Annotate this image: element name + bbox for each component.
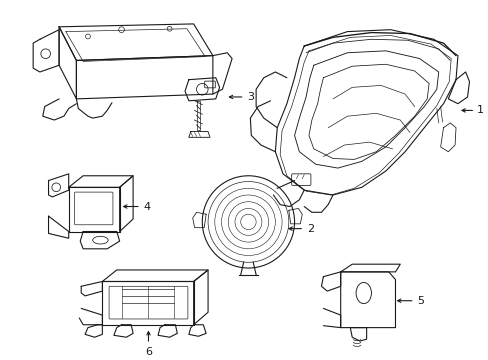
Text: 6: 6	[144, 347, 152, 357]
Text: 2: 2	[306, 224, 314, 234]
Text: 3: 3	[247, 92, 254, 102]
Text: 5: 5	[417, 296, 424, 306]
Text: 1: 1	[476, 105, 483, 116]
Text: 4: 4	[143, 202, 150, 212]
